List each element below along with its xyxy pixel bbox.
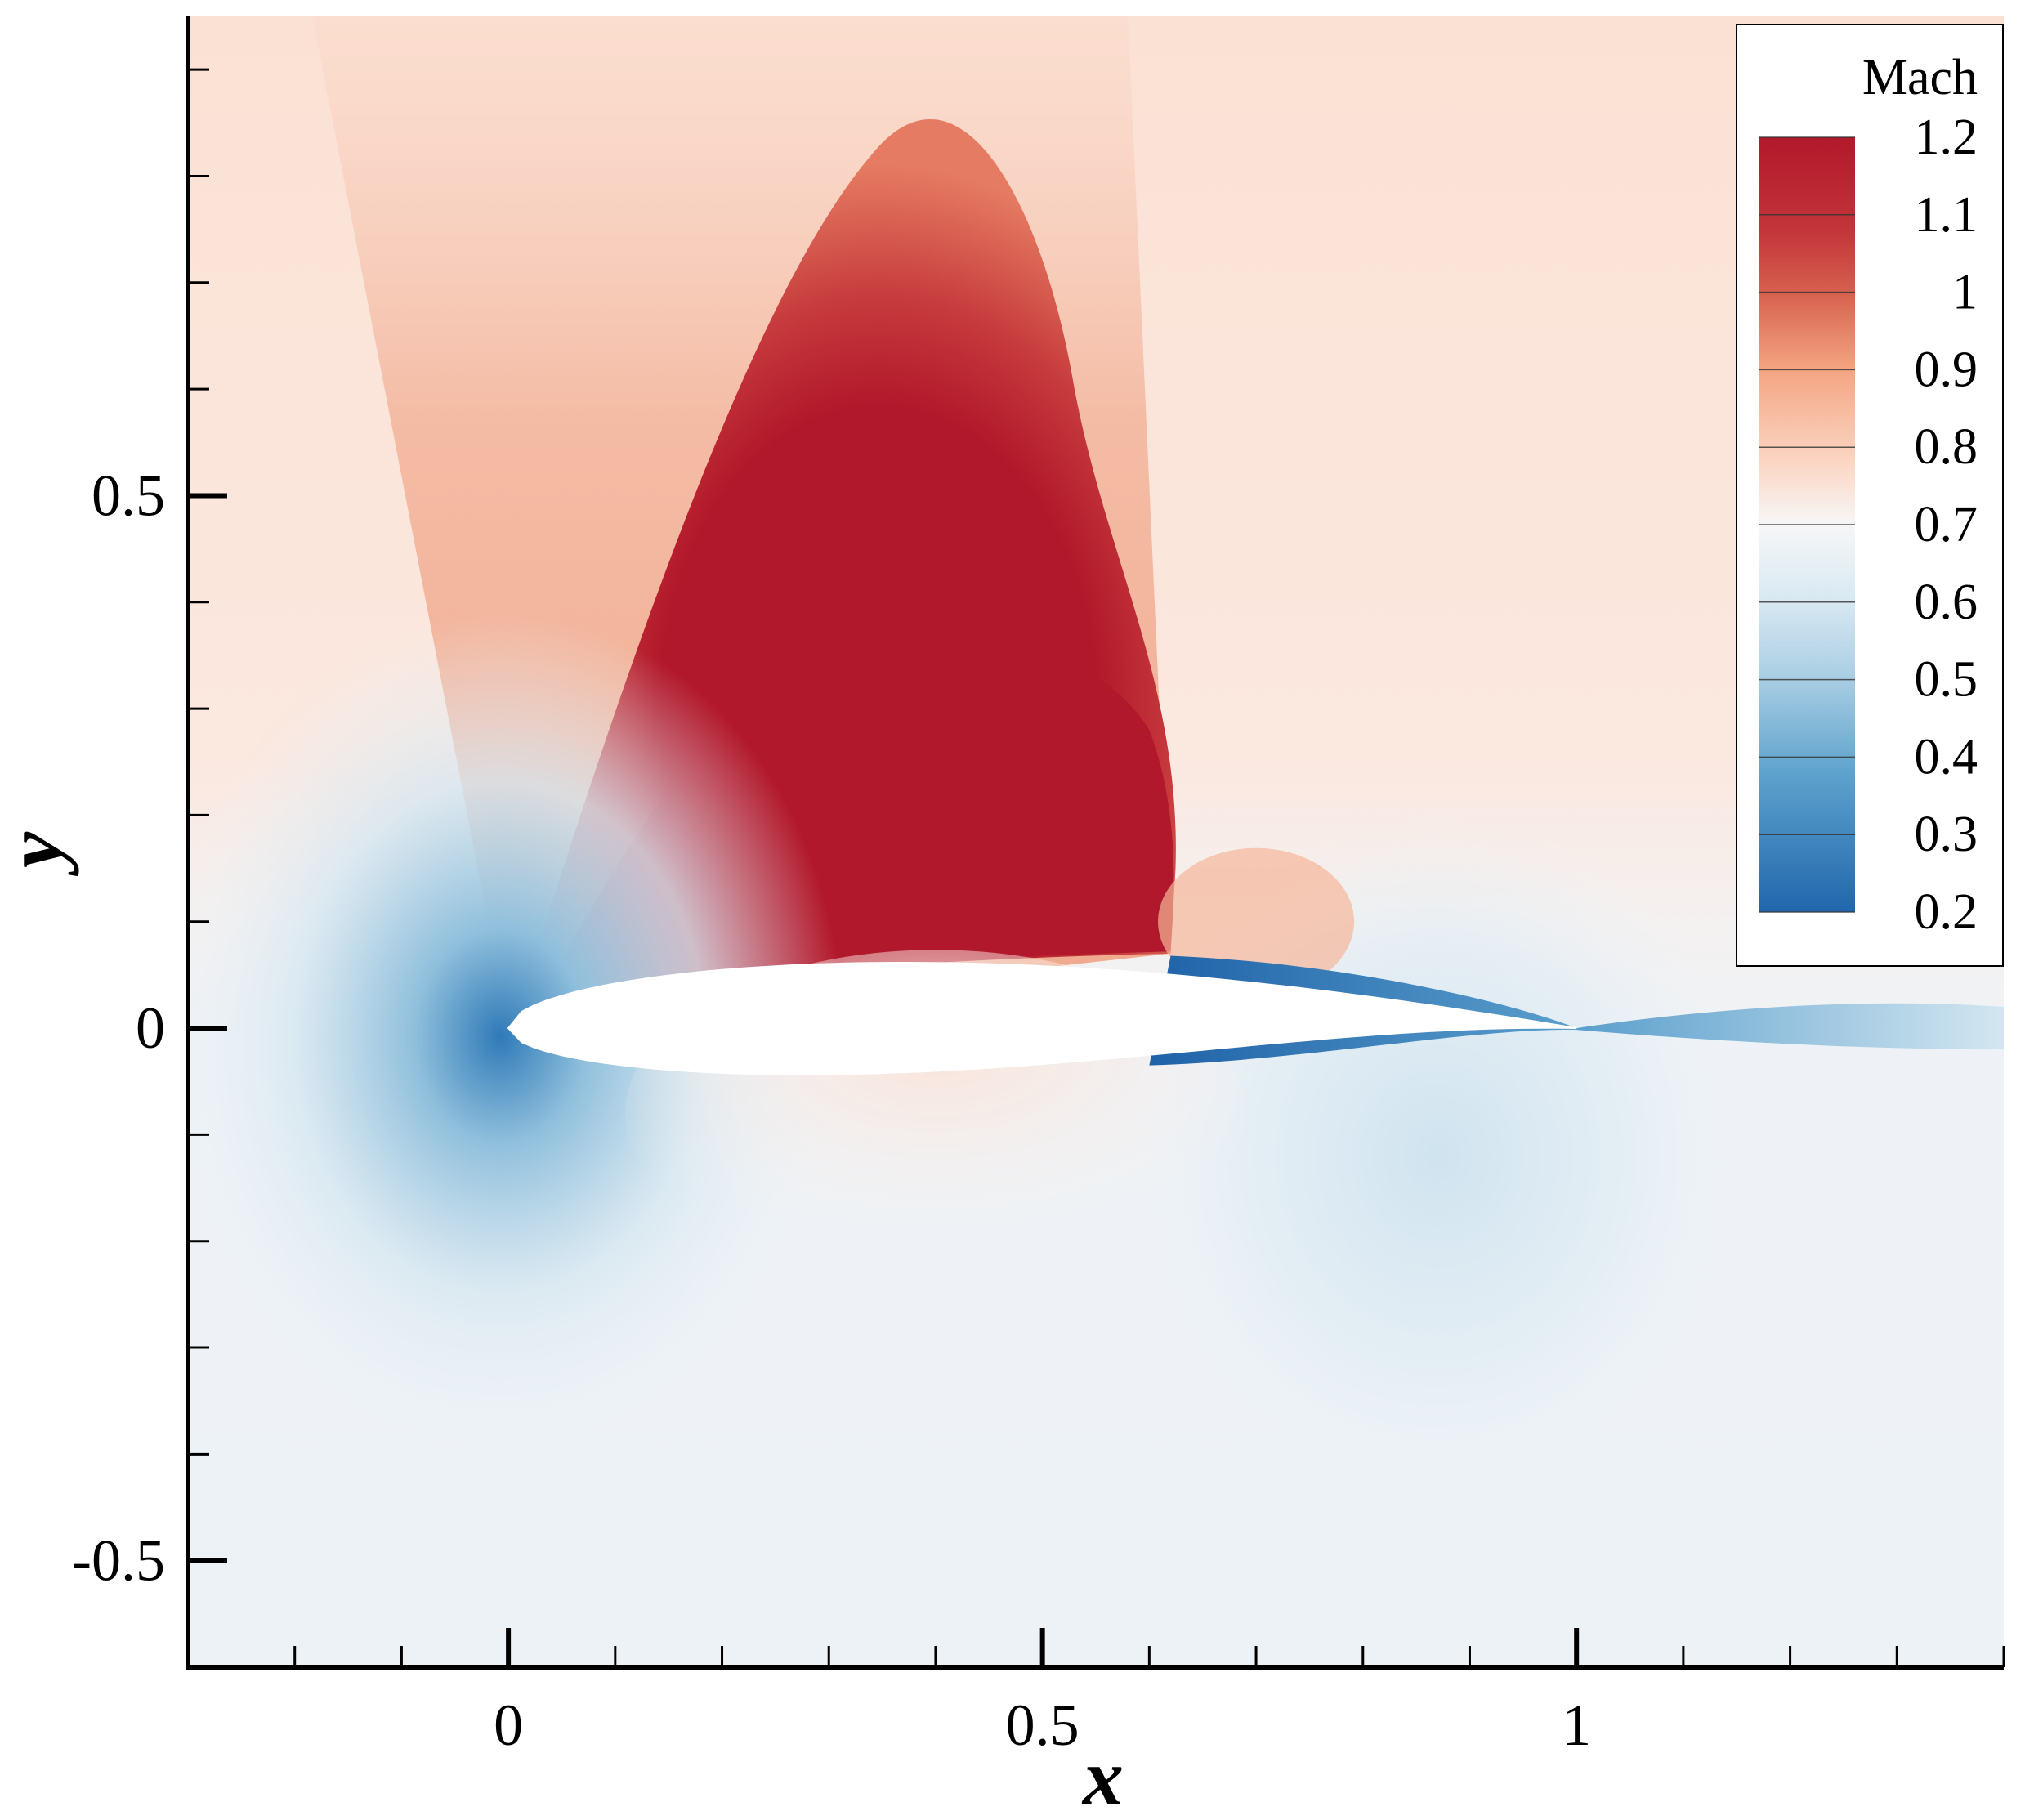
- colorbar-legend: Mach 1.2 1.1 1 0.9 0.8 0.7 0.6 0.5 0.4 0.3 0.2: [1736, 24, 2004, 967]
- y-tick-label: -0.5: [72, 1528, 165, 1594]
- colorbar-tick-label: 1: [1952, 265, 1978, 320]
- colorbar-tick-label: 1.1: [1915, 187, 1978, 243]
- colorbar-tick-label: 0.3: [1915, 807, 1978, 862]
- colorbar-tick-label: 0.7: [1915, 497, 1978, 552]
- airfoil: [507, 962, 1577, 1075]
- colorbar-tick-label: 0.9: [1915, 342, 1978, 397]
- colorbar-tick-label: 0.2: [1915, 884, 1978, 940]
- colorbar-tick-label: 0.5: [1915, 652, 1978, 708]
- mach-field: [188, 16, 2004, 1667]
- y-axis-label: y: [0, 831, 79, 877]
- x-tick-label: 1: [1562, 1693, 1591, 1758]
- colorbar-tick-label: 0.4: [1915, 729, 1978, 785]
- colorbar-tick-label: 0.6: [1915, 575, 1978, 630]
- axes: 0 0.5 1 0.5 0 -0.5: [72, 16, 2005, 1758]
- colorbar-title: Mach: [1862, 50, 1978, 105]
- y-tick-label: 0: [136, 995, 165, 1061]
- x-tick-label: 0.5: [1006, 1693, 1080, 1758]
- x-axis-label: x: [1081, 1732, 1124, 1816]
- colorbar-ticks: 1.2 1.1 1 0.9 0.8 0.7 0.6 0.5 0.4 0.3 0.2: [1759, 110, 1978, 940]
- colorbar-tick-label: 0.8: [1915, 419, 1978, 475]
- x-tick-label: 0: [494, 1693, 523, 1758]
- wake-region: [1149, 955, 2004, 1066]
- y-tick-label: 0.5: [92, 463, 165, 528]
- colorbar-tick-label: 1.2: [1915, 110, 1978, 165]
